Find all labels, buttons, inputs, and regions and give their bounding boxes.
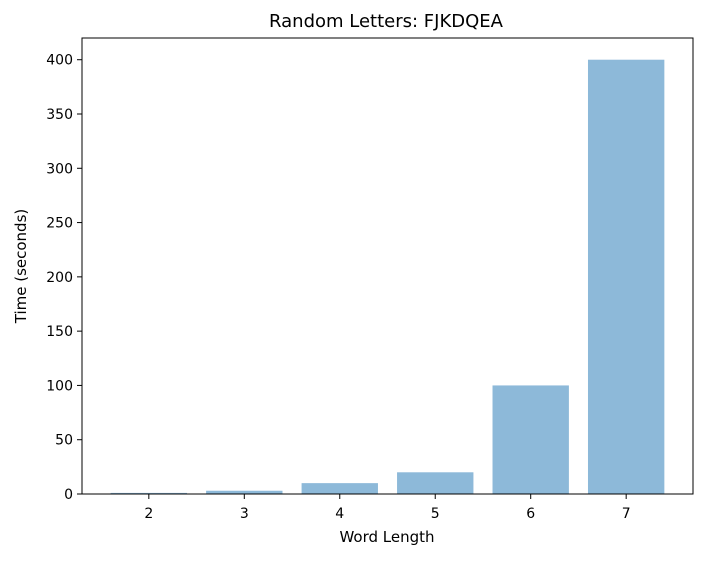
plot-frame [81,37,694,495]
bar-3 [206,490,283,494]
x-tick-label-5: 5 [431,506,440,522]
y-tick-label-100: 100 [46,378,73,394]
y-axis: 0 50 100 150 200 250 300 350 400 [46,53,82,503]
bar-6 [492,385,569,494]
y-tick-label-150: 150 [46,324,73,340]
bars-group [110,59,665,495]
bar-7 [587,59,665,495]
x-axis-label: Word Length [339,528,434,546]
y-tick-label-250: 250 [46,216,73,232]
y-tick-label-200: 200 [46,270,73,286]
bar-5 [397,472,474,494]
x-tick-label-3: 3 [240,506,249,522]
chart-title: Random Letters: FJKDQEA [269,11,504,32]
x-tick-label-6: 6 [526,506,535,522]
y-tick-label-300: 300 [46,161,73,177]
x-tick-label-2: 2 [144,506,153,522]
x-tick-label-4: 4 [335,506,344,522]
y-tick-label-0: 0 [64,487,73,503]
x-tick-label-7: 7 [622,506,631,522]
y-tick-label-400: 400 [46,53,73,69]
y-tick-label-50: 50 [55,433,73,449]
x-axis: 2 3 4 5 6 7 [144,494,631,522]
y-tick-label-350: 350 [46,107,73,123]
bar-4 [301,483,378,494]
bar-2 [110,492,188,494]
y-axis-label: Time (seconds) [12,209,30,325]
